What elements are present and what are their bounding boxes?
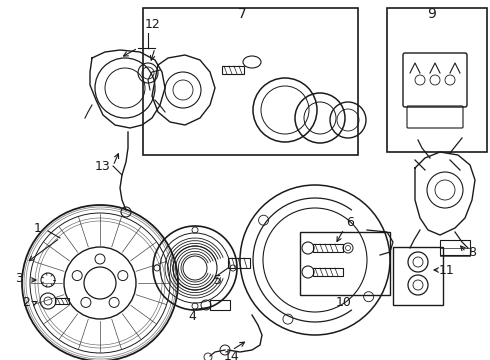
Bar: [300, 232, 390, 295]
Bar: [55, 298, 69, 304]
Bar: [440, 240, 470, 255]
Text: 11: 11: [439, 264, 455, 276]
Text: 4: 4: [188, 310, 196, 323]
Text: 14: 14: [224, 350, 240, 360]
Text: 7: 7: [238, 7, 246, 21]
Bar: [313, 244, 343, 252]
Text: 6: 6: [346, 216, 354, 229]
Bar: [222, 66, 244, 74]
Text: 2: 2: [22, 296, 30, 309]
Text: 9: 9: [428, 7, 437, 21]
Bar: [143, 8, 358, 155]
Bar: [313, 268, 343, 276]
Bar: [210, 300, 230, 310]
Text: 10: 10: [336, 296, 352, 309]
Text: 3: 3: [15, 273, 23, 285]
Bar: [387, 8, 487, 152]
Bar: [393, 247, 443, 305]
Bar: [228, 258, 250, 268]
Text: 12: 12: [145, 18, 161, 31]
Bar: [440, 248, 470, 256]
Text: 13: 13: [95, 159, 111, 172]
Text: 8: 8: [468, 246, 476, 258]
Text: 1: 1: [34, 221, 42, 234]
Text: 5: 5: [214, 274, 222, 287]
